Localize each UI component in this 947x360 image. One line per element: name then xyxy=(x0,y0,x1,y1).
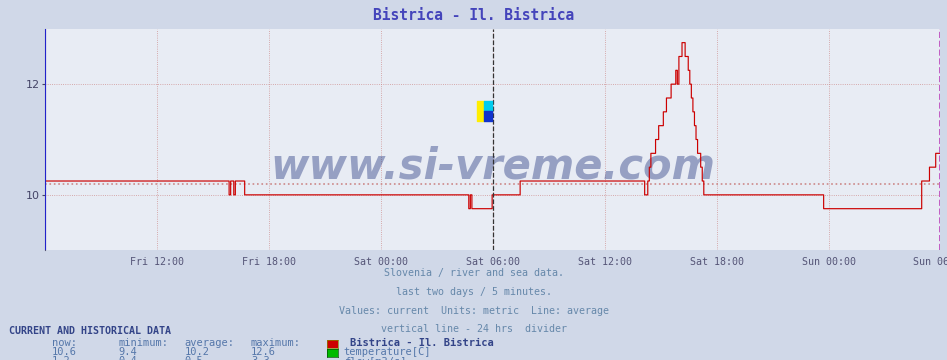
Text: 0.4: 0.4 xyxy=(118,356,137,360)
Text: Bistrica - Il. Bistrica: Bistrica - Il. Bistrica xyxy=(350,338,494,348)
Text: minimum:: minimum: xyxy=(118,338,169,348)
Text: 3.3: 3.3 xyxy=(251,356,270,360)
Text: now:: now: xyxy=(52,338,77,348)
Text: 9.4: 9.4 xyxy=(118,347,137,357)
Text: Fri 12:00: Fri 12:00 xyxy=(131,257,185,267)
Text: temperature[C]: temperature[C] xyxy=(344,347,431,357)
Text: www.si-vreme.com: www.si-vreme.com xyxy=(271,145,715,187)
Text: Bistrica - Il. Bistrica: Bistrica - Il. Bistrica xyxy=(373,8,574,23)
Text: 1.2: 1.2 xyxy=(52,356,71,360)
Text: Slovenia / river and sea data.: Slovenia / river and sea data. xyxy=(384,268,563,278)
Text: average:: average: xyxy=(185,338,235,348)
Text: vertical line - 24 hrs  divider: vertical line - 24 hrs divider xyxy=(381,324,566,334)
Text: maximum:: maximum: xyxy=(251,338,301,348)
Text: CURRENT AND HISTORICAL DATA: CURRENT AND HISTORICAL DATA xyxy=(9,326,171,336)
Text: Fri 18:00: Fri 18:00 xyxy=(242,257,296,267)
Text: Sat 06:00: Sat 06:00 xyxy=(466,257,520,267)
Text: 12.6: 12.6 xyxy=(251,347,276,357)
Text: Sat 00:00: Sat 00:00 xyxy=(354,257,408,267)
Text: Sat 18:00: Sat 18:00 xyxy=(689,257,743,267)
Text: Values: current  Units: metric  Line: average: Values: current Units: metric Line: aver… xyxy=(338,306,609,316)
Text: 10.6: 10.6 xyxy=(52,347,77,357)
Text: last two days / 5 minutes.: last two days / 5 minutes. xyxy=(396,287,551,297)
Text: 10.2: 10.2 xyxy=(185,347,209,357)
Text: Sun 00:00: Sun 00:00 xyxy=(801,257,855,267)
Text: Sat 12:00: Sat 12:00 xyxy=(578,257,632,267)
Text: 0.5: 0.5 xyxy=(185,356,204,360)
Text: Sun 06:00: Sun 06:00 xyxy=(913,257,947,267)
Text: flow[m3/s]: flow[m3/s] xyxy=(344,356,406,360)
